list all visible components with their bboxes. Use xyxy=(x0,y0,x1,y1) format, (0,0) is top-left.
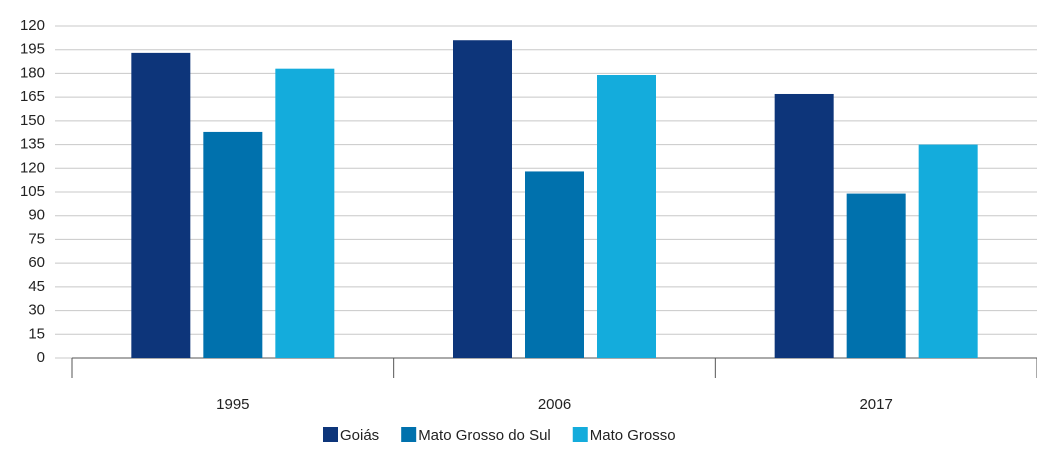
bar xyxy=(846,193,906,358)
x-tick-label: 2006 xyxy=(538,396,571,413)
y-tick-label: 30 xyxy=(28,302,45,319)
legend-swatch xyxy=(572,427,588,442)
y-tick-label: 195 xyxy=(20,41,45,58)
bar xyxy=(453,40,512,358)
legend-label: Mato Grosso do Sul xyxy=(418,427,551,444)
bar xyxy=(203,131,263,358)
legend-label: Mato Grosso xyxy=(590,427,676,444)
y-tick-label: 60 xyxy=(28,254,45,271)
y-tick-label: 135 xyxy=(20,136,45,153)
y-tick-label: 75 xyxy=(28,230,45,247)
bar xyxy=(597,75,656,358)
y-tick-label: 0 xyxy=(37,349,45,366)
y-tick-label: 105 xyxy=(20,183,45,200)
bar xyxy=(525,171,584,358)
y-tick-label: 180 xyxy=(20,64,45,81)
bar xyxy=(774,93,834,358)
y-tick-label: 165 xyxy=(20,88,45,105)
y-tick-label: 120 xyxy=(20,159,45,176)
y-tick-label: 90 xyxy=(28,207,45,224)
x-tick-label: 2017 xyxy=(859,396,892,413)
bar xyxy=(275,68,335,358)
x-tick-label: 1995 xyxy=(216,396,249,413)
y-tick-label: 120 xyxy=(20,17,45,34)
legend-swatch xyxy=(323,427,338,442)
y-tick-label: 15 xyxy=(28,325,45,342)
legend-swatch xyxy=(401,427,417,442)
y-tick-label: 45 xyxy=(28,278,45,295)
bar xyxy=(131,52,191,358)
legend-label: Goiás xyxy=(340,427,379,444)
bar xyxy=(918,144,978,358)
y-tick-label: 150 xyxy=(20,112,45,129)
